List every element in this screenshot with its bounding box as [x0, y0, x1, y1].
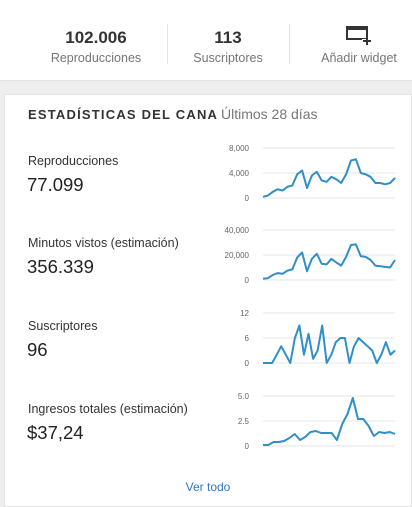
series-line	[263, 324, 396, 364]
metric-value: 96	[27, 339, 48, 360]
metric-revenue[interactable]: Ingresos totales (estimación) $37,24 0 2.…	[5, 392, 412, 482]
add-widget-icon	[346, 26, 372, 45]
metric-label: Minutos vistos (estimación)	[28, 236, 179, 250]
metric-label: Suscriptores	[28, 319, 98, 333]
revenue-sparkline: 0 2.5 5.0	[238, 392, 396, 451]
watch-time-sparkline: 0 20,000 40,000	[225, 226, 396, 285]
divider	[167, 24, 168, 64]
metric-subscribers[interactable]: Suscriptores 96 0 6 12	[5, 309, 412, 399]
subscribers-summary[interactable]: 113 Suscriptores	[180, 0, 276, 80]
see-all-link[interactable]: Ver todo	[185, 480, 231, 494]
views-label: Reproducciones	[50, 51, 142, 65]
y-tick-label: 5.0	[238, 392, 250, 401]
y-tick-label: 4,000	[229, 169, 250, 178]
metric-label: Reproducciones	[28, 154, 119, 168]
y-tick-label: 6	[245, 334, 250, 343]
card-title: ESTADÍSTICAS DEL CANA	[28, 107, 219, 122]
views-summary[interactable]: 102.006 Reproducciones	[42, 0, 150, 80]
y-tick-label: 0	[245, 194, 250, 203]
subscribers-sparkline: 0 6 12	[240, 309, 396, 368]
channel-analytics-card: ESTADÍSTICAS DEL CANA Últimos 28 días Re…	[4, 94, 412, 507]
add-widget-button[interactable]: Añadir widget	[306, 0, 412, 80]
series-line	[262, 243, 396, 280]
summary-bar: 102.006 Reproducciones 113 Suscriptores …	[0, 0, 412, 81]
y-tick-label: 0	[245, 359, 250, 368]
metric-views[interactable]: Reproducciones 77.099 0 4,000 8,000	[5, 144, 412, 234]
y-tick-label: 0	[245, 442, 250, 451]
period-label: Últimos 28 días	[221, 106, 318, 122]
y-tick-label: 0	[245, 276, 250, 285]
y-tick-label: 8,000	[229, 144, 250, 153]
metric-value: $37,24	[27, 422, 84, 443]
metric-value: 356.339	[27, 256, 94, 277]
metric-value: 77.099	[27, 174, 84, 195]
subscribers-label: Suscriptores	[193, 51, 263, 65]
views-sparkline: 0 4,000 8,000	[229, 144, 396, 203]
divider	[289, 24, 290, 64]
metric-watch-time[interactable]: Minutos vistos (estimación) 356.339 0 20,…	[5, 226, 412, 316]
metric-label: Ingresos totales (estimación)	[28, 402, 188, 416]
add-widget-label: Añadir widget	[321, 51, 397, 65]
y-tick-label: 40,000	[225, 226, 250, 235]
views-count: 102.006	[65, 28, 127, 47]
y-tick-label: 20,000	[225, 251, 250, 260]
series-line	[262, 158, 396, 198]
y-tick-label: 2.5	[238, 417, 250, 426]
y-tick-label: 12	[240, 309, 249, 318]
series-line	[263, 397, 396, 446]
subscribers-count: 113	[214, 28, 242, 47]
